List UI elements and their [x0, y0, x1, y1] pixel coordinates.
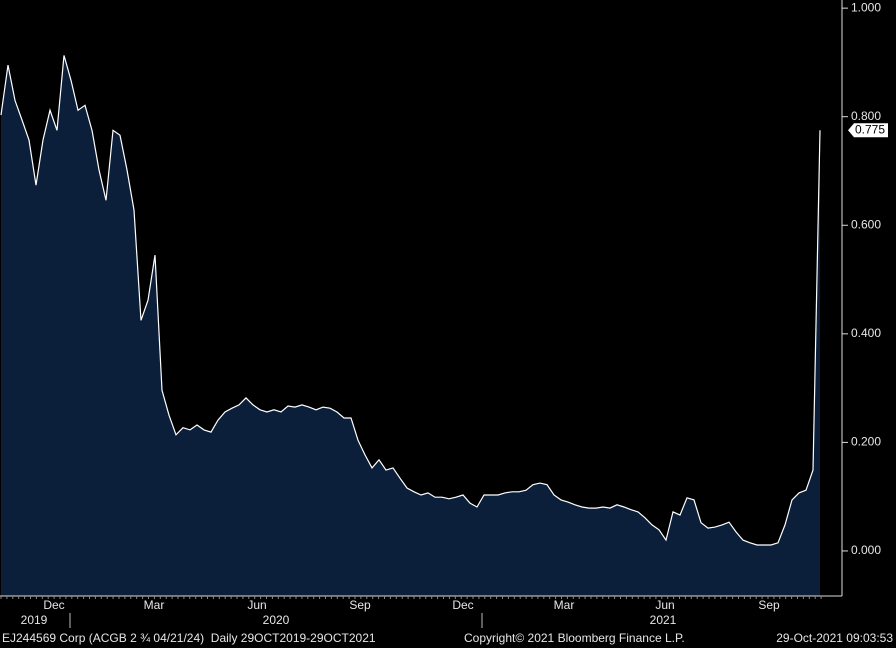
price-line	[0, 55, 821, 546]
y-tick-label: 0.800	[851, 109, 881, 123]
x-tick-label: Sep	[349, 598, 371, 612]
y-tick-label: 0.400	[851, 326, 881, 340]
x-tick-label: Dec	[452, 598, 473, 612]
last-value-box	[848, 123, 888, 138]
x-tick-label: Dec	[43, 598, 64, 612]
footer-copyright: Copyright© 2021 Bloomberg Finance L.P.	[464, 631, 685, 645]
x-tick-label: Mar	[144, 598, 165, 612]
y-tick-label: 1.000	[851, 0, 881, 14]
y-tick-label: 0.000	[851, 543, 881, 557]
area-fill	[1, 55, 820, 596]
x-tick-label: Sep	[758, 598, 780, 612]
x-year-label: 2020	[263, 613, 290, 627]
footer-timestamp: 29-Oct-2021 09:03:53	[776, 631, 893, 645]
last-value-label: 0.775	[855, 122, 885, 136]
x-year-label: 2019	[21, 613, 48, 627]
x-tick-label: Jun	[247, 598, 266, 612]
x-tick-label: Jun	[655, 598, 674, 612]
footer-security: EJ244569 Corp (ACGB 2 ¾ 04/21/24) Daily …	[2, 631, 376, 645]
x-year-label: 2021	[650, 613, 677, 627]
x-tick-label: Mar	[554, 598, 575, 612]
y-tick-label: 0.200	[851, 435, 881, 449]
y-tick-label: 0.600	[851, 217, 881, 231]
